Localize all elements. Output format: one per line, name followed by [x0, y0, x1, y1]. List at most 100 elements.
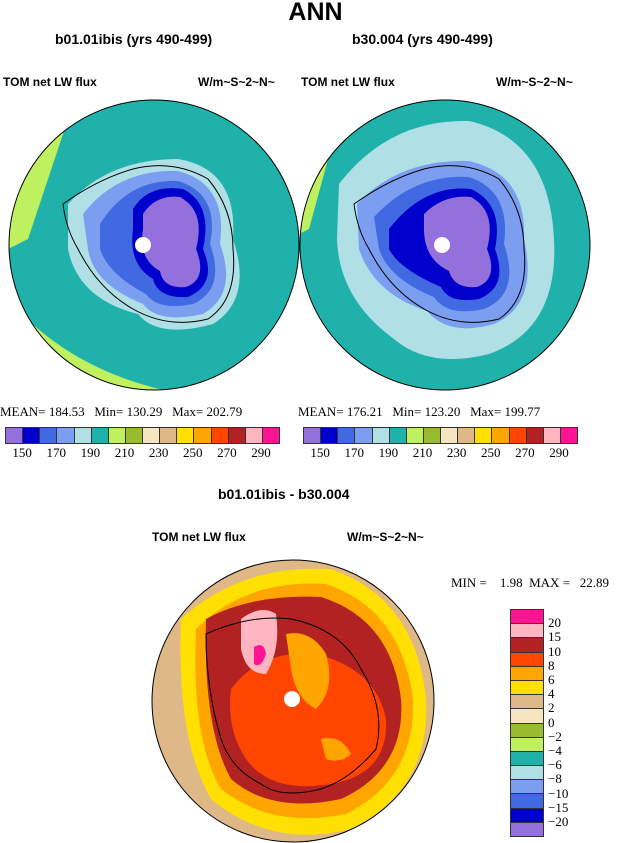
- colorbar-label: 2: [548, 700, 555, 716]
- colorbar-swatch: [511, 695, 543, 710]
- colorbar-label: −20: [548, 814, 569, 829]
- colorbar-swatch: [511, 723, 543, 738]
- colorbar-label: 230: [148, 445, 169, 460]
- colorbar-swatch: [74, 428, 92, 443]
- diff-units: W/m~S~2~N~: [347, 530, 424, 544]
- colorbar-swatch: [160, 428, 178, 443]
- colorbar-swatch: [125, 428, 143, 443]
- colorbar-swatch: [406, 428, 424, 443]
- colorbar-label: 210: [114, 445, 135, 460]
- colorbar-label: 10: [548, 643, 561, 659]
- colorbar-swatch: [511, 737, 543, 752]
- colorbar-swatch: [143, 428, 161, 443]
- colorbar-swatch: [492, 428, 510, 443]
- colorbar-swatch: [57, 428, 75, 443]
- colorbar-label: −6: [548, 757, 562, 773]
- colorbar-label: 250: [480, 445, 501, 460]
- panel2-stats: MEAN= 176.21 Min= 123.20 Max= 199.77: [298, 404, 541, 419]
- colorbar-swatch: [108, 428, 126, 443]
- colorbar-swatch: [511, 680, 543, 696]
- diff-stats: MIN = 1.98 MAX = 22.89: [451, 575, 610, 590]
- panel2-colorbar: [303, 427, 578, 444]
- panel1-colorbar: [5, 427, 280, 444]
- plot-title: ANN: [288, 0, 343, 26]
- colorbar-swatch: [511, 610, 543, 625]
- colorbar-label: 250: [182, 445, 203, 460]
- colorbar-label: −2: [548, 728, 562, 744]
- panel2-units: W/m~S~2~N~: [496, 75, 573, 89]
- panel1-colorbar-labels: 150 170 190 210 230 250 270 290: [5, 445, 278, 463]
- colorbar-swatch: [511, 780, 543, 795]
- colorbar-swatch: [511, 794, 543, 809]
- colorbar-swatch: [458, 428, 476, 443]
- colorbar-label: −10: [548, 785, 569, 801]
- colorbar-label: 190: [80, 445, 101, 460]
- colorbar-swatch: [338, 428, 356, 443]
- colorbar-swatch: [372, 428, 390, 443]
- colorbar-label: 170: [46, 445, 66, 460]
- colorbar-label: −8: [548, 771, 562, 787]
- colorbar-label: 150: [310, 445, 330, 460]
- panel2-polar-map: [299, 99, 591, 391]
- colorbar-swatch: [441, 428, 459, 443]
- diff-variable: TOM net LW flux: [152, 530, 246, 544]
- colorbar-swatch: [211, 428, 229, 443]
- colorbar-label: 270: [217, 445, 237, 460]
- colorbar-label: 190: [378, 445, 399, 460]
- colorbar-swatch: [511, 709, 543, 724]
- colorbar-label: 290: [549, 445, 569, 460]
- colorbar-swatch: [511, 624, 543, 639]
- panel1-variable: TOM net LW flux: [3, 75, 97, 89]
- colorbar-label: 210: [412, 445, 433, 460]
- colorbar-label: 230: [446, 445, 467, 460]
- colorbar-swatch: [511, 638, 543, 653]
- diff-polar-map: [151, 559, 435, 843]
- colorbar-swatch: [194, 428, 212, 443]
- colorbar-swatch: [228, 428, 246, 443]
- diff-title: b01.01ibis - b30.004: [218, 486, 350, 502]
- panel1-stats: MEAN= 184.53 Min= 130.29 Max= 202.79: [0, 404, 243, 419]
- colorbar-swatch: [245, 428, 263, 443]
- colorbar-swatch: [511, 822, 543, 836]
- colorbar-label: 4: [548, 686, 555, 702]
- colorbar-label: −15: [548, 799, 569, 815]
- colorbar-label: 6: [548, 672, 555, 687]
- colorbar-label: 20: [548, 615, 561, 631]
- colorbar-swatch: [511, 766, 543, 781]
- panel1-title: b01.01ibis (yrs 490-499): [55, 31, 213, 47]
- panel2-title: b30.004 (yrs 490-499): [352, 31, 493, 47]
- colorbar-label: 0: [548, 714, 555, 730]
- colorbar-swatch: [560, 428, 577, 443]
- colorbar-swatch: [262, 428, 279, 443]
- colorbar-label: 8: [548, 657, 555, 673]
- colorbar-swatch: [543, 428, 561, 443]
- panel1-units: W/m~S~2~N~: [198, 75, 275, 89]
- colorbar-swatch: [475, 428, 493, 443]
- colorbar-swatch: [423, 428, 441, 443]
- diff-colorbar: [510, 609, 544, 837]
- colorbar-swatch: [23, 428, 41, 443]
- panel2-colorbar-labels: 150 170 190 210 230 250 270 290: [303, 445, 576, 463]
- colorbar-label: 290: [251, 445, 271, 460]
- colorbar-swatch: [6, 428, 24, 443]
- colorbar-swatch: [526, 428, 544, 443]
- colorbar-swatch: [511, 808, 543, 823]
- colorbar-swatch: [511, 751, 543, 767]
- colorbar-swatch: [509, 428, 527, 443]
- colorbar-label: 150: [12, 445, 32, 460]
- colorbar-swatch: [304, 428, 322, 443]
- colorbar-swatch: [511, 652, 543, 667]
- colorbar-swatch: [91, 428, 109, 443]
- colorbar-label: −4: [548, 743, 562, 758]
- colorbar-swatch: [355, 428, 373, 443]
- colorbar-swatch: [40, 428, 58, 443]
- colorbar-label: 170: [344, 445, 364, 460]
- colorbar-swatch: [389, 428, 407, 443]
- colorbar-swatch: [177, 428, 195, 443]
- colorbar-swatch: [511, 666, 543, 681]
- panel1-polar-map: [8, 99, 300, 391]
- colorbar-swatch: [321, 428, 339, 443]
- colorbar-label: 15: [548, 629, 561, 645]
- colorbar-label: 270: [515, 445, 535, 460]
- panel2-variable: TOM net LW flux: [301, 75, 395, 89]
